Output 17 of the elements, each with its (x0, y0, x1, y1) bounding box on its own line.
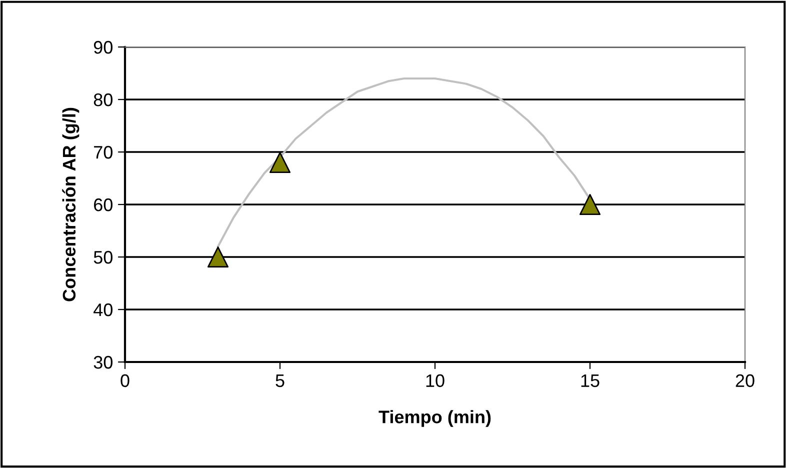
x-axis-title: Tiempo (min) (378, 410, 491, 427)
y-tick-label: 90 (94, 40, 112, 54)
y-tick-label: 60 (94, 198, 112, 212)
y-tick-label: 70 (94, 146, 112, 159)
y-axis-title: Concentración AR (g/l) (62, 108, 80, 302)
x-tick-label: 10 (426, 374, 444, 388)
x-tick-label: 20 (736, 374, 754, 388)
y-tick-label: 50 (94, 250, 112, 264)
x-tick-label: 5 (276, 374, 284, 388)
y-tick-label: 30 (94, 356, 112, 369)
x-tick-label: 0 (120, 374, 130, 388)
point (269, 152, 291, 174)
point (207, 246, 229, 268)
y-tick-label: 80 (94, 93, 112, 106)
x-tick-label: 15 (581, 374, 600, 388)
y-tick-label: 40 (94, 303, 112, 316)
point (579, 194, 601, 216)
